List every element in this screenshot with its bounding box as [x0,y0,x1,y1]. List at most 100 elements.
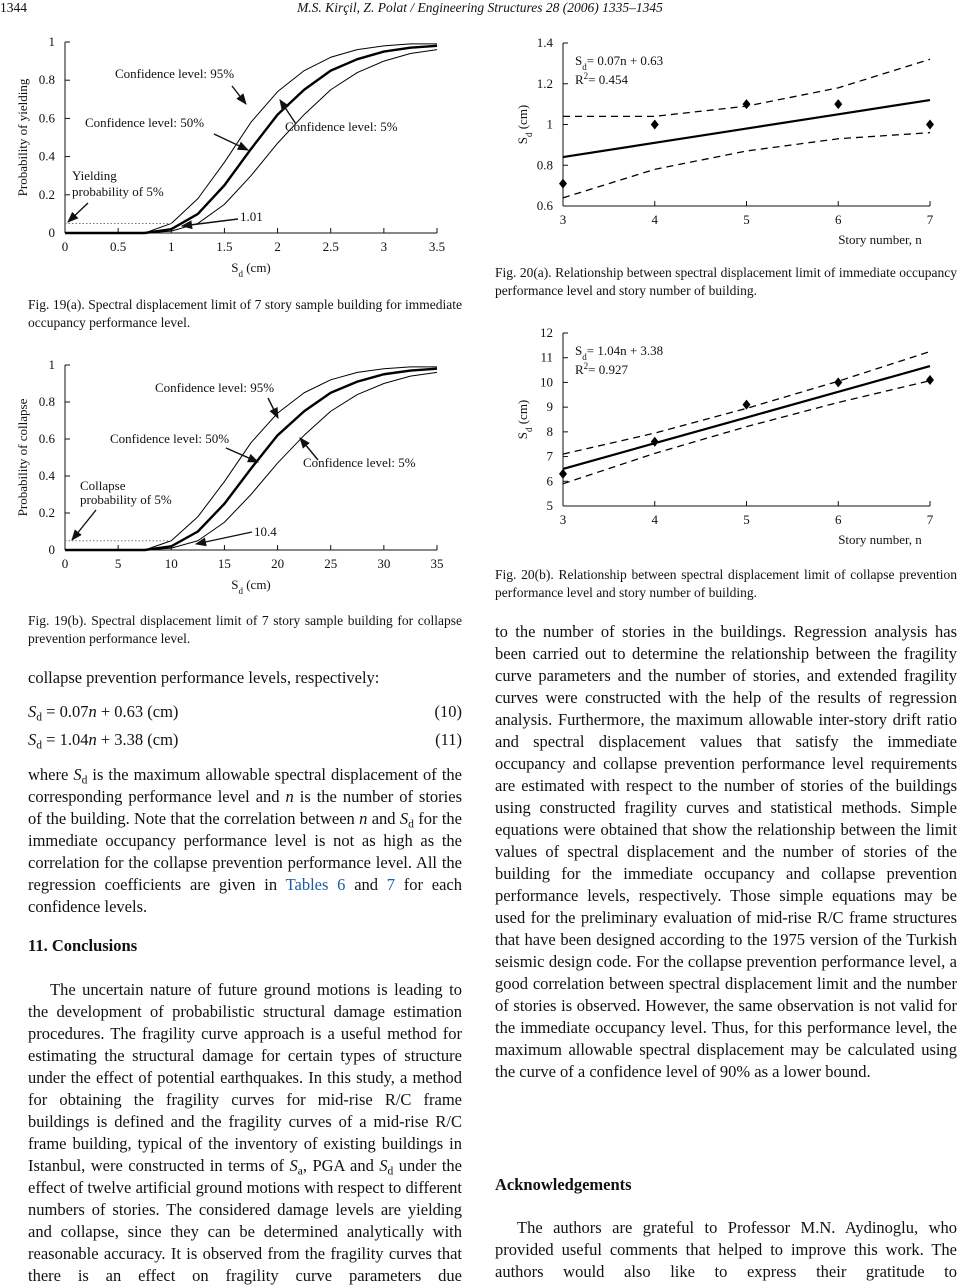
y-axis-label: Probability of collapse [15,398,30,516]
x-axis-label-part: S [231,260,238,275]
eq-part: + 0.63 (cm) [96,702,179,721]
x-tick-label: 5 [743,512,750,527]
equation: Sd = 0.07n + 0.63 (cm) (10) [28,702,463,724]
arrow [299,437,319,461]
running-head: M.S. Kirçil, Z. Polat / Engineering Stru… [297,0,663,15]
text: , PGA and [302,1156,380,1175]
x-axis-label: Sd (cm) [231,260,271,279]
arrow [180,218,239,230]
text: d [81,774,88,787]
data-point [926,374,934,385]
eq-part: + 3.38 (cm) [96,730,179,749]
arrow [71,509,97,541]
regression-text: Sd= 1.04n + 3.38 [575,343,663,362]
y-axis-label-part: S [515,432,530,439]
confidence-band [562,380,931,485]
data-point [742,99,751,110]
paragraph: to the number of stories in the building… [495,622,957,1081]
text: d [408,818,414,831]
y-axis-label: Sd (cm) [515,400,534,440]
text: under the effect of twelve artificial gr… [28,1156,462,1285]
x-tick-label: 4 [652,512,659,527]
caption: Fig. 19(b). Spectral displacement limit … [28,613,462,646]
x-tick-label: 0 [62,556,69,571]
text: for the immediate occupancy performance … [28,809,462,894]
regression-text-part: R [575,362,584,377]
regression-text-part: = 1.04n + 3.38 [587,343,663,358]
text: where [28,765,74,784]
y-axis-label-part: d [524,132,534,137]
y-tick-label: 9 [547,399,554,414]
y-axis-label-part: (cm) [515,105,530,133]
section-heading: 11. Conclusions [28,936,138,955]
y-tick-label: 0.8 [39,394,55,409]
text: d [387,1165,394,1178]
eq-part: d [36,711,43,724]
data-point [650,119,659,130]
y-axis-label-part: d [524,427,534,432]
x-tick-label: 6 [835,212,842,227]
figures: 00.20.40.60.810 0.5 1 1.5 2 2.5 3 3.5Probabilit… [15,34,934,596]
x-tick-label: 10 [165,556,178,571]
caption: Fig. 20(b). Relationship between spectra… [495,567,957,600]
regression-text-part: 2 [584,71,589,81]
eq-part: n [88,702,97,721]
regression-text-part: d [582,352,587,362]
x-axis-label-part: d [238,269,243,279]
y-axis-label-part: S [515,137,530,144]
x-tick-label: 1 [168,239,175,254]
x-axis-label-part: d [238,586,243,596]
x-axis-label-part: S [231,577,238,592]
y-axis-label: Sd (cm) [515,105,534,145]
data-point [559,178,567,189]
x-tick-label: 3 [560,212,567,227]
curve-label: Confidence level: 95% [155,380,274,395]
regression-text-part: = 0.07n + 0.63 [587,53,663,68]
eq-number: (10) [434,702,463,721]
eq-number: (11) [435,730,462,749]
y-tick-label: 7 [547,449,554,464]
text: is the maximum allowable spectral displa… [28,765,462,806]
confidence-band [563,58,931,117]
x-tick-label: 20 [271,556,284,571]
regression-line [562,365,931,470]
x-tick-label: 3 [381,239,388,254]
text: n [359,809,368,828]
regression-text-part: d [582,62,587,72]
x-axis-label: Story number, n [838,532,922,547]
paragraph: The authors are grateful to Professor M.… [495,1218,957,1281]
data-point [834,99,843,110]
text: and [367,809,400,828]
y-tick-label: 0.6 [39,110,56,125]
caption: Fig. 19(a). Spectral displacement limit … [28,297,462,330]
x-tick-label: 7 [927,512,934,527]
regression-text-part: 2 [584,361,589,371]
eq-part: S [28,702,37,721]
x-tick-label: 6 [835,512,842,527]
regression-text-part: S [575,343,582,358]
x-tick-label: 0.5 [110,239,126,254]
data-point [559,468,567,479]
curve-label: Confidence level: 50% [110,431,229,446]
table-link[interactable]: Tables 6 [285,875,346,894]
arrow [67,202,89,223]
x-tick-label: 2.5 [323,239,339,254]
text: and [345,875,387,894]
y-tick-label: 0.4 [39,149,56,164]
arrow [213,133,250,151]
y-axis-label: Probability of yielding [15,78,30,196]
x-tick-label: 30 [377,556,390,571]
annotation: Collapse [80,478,126,493]
y-tick-label: 0.8 [39,72,55,87]
table-link[interactable]: 7 [386,875,396,894]
text: S [73,765,82,784]
y-tick-label: 1.2 [537,76,553,91]
x-axis-label: Story number, n [838,232,922,247]
data-point [926,119,934,130]
regression-text-part: R [575,72,584,87]
y-tick-label: 0 [49,225,56,240]
curve [65,371,438,551]
arrow [267,397,279,420]
y-tick-label: 6 [547,473,554,488]
text: for each confidence levels. [28,875,463,916]
